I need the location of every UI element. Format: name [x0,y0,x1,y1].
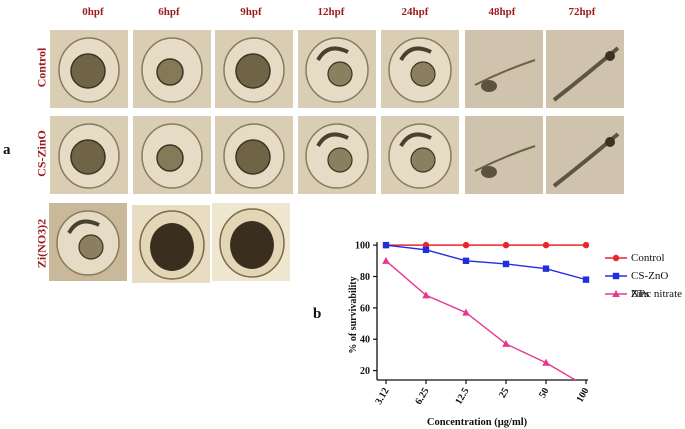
embryo-image [50,116,128,194]
legend-marker [605,272,627,280]
x-tick-label: 100 [575,386,592,404]
embryo-image [212,203,290,281]
embryo-image [381,116,459,194]
data-point [462,308,470,316]
legend-item: Control [605,249,685,267]
row-label-zinc-nitrate: Zi(NO3)2 [34,218,49,269]
time-label-9hpf: 9hpf [240,6,262,18]
embryo-image [50,30,128,108]
legend-label: Zinc nitrate [631,288,683,300]
x-tick-label: 12.5 [453,386,471,407]
panel-a-letter: a [3,142,11,158]
embryo-image [298,30,376,108]
x-tick-label: 50 [537,386,552,400]
legend-marker [605,254,627,262]
embryo-image [465,116,543,194]
survivability-chart: 20 40 60 80 100 3.12 6.25 12.5 25 50 100 % of surv… [348,241,592,428]
row-label-control: Control [34,47,49,88]
embryo-image [132,205,210,283]
embryo-image [49,203,127,281]
time-label-72hpf: 72hpf [568,6,596,18]
time-label-24hpf: 24hpf [401,6,429,18]
embryo-image [381,30,459,108]
panel-b-letter: b [313,306,322,322]
y-tick-label: 80 [360,272,370,283]
y-tick-label: 60 [360,303,370,314]
row-label-cs-zino: CS-ZinO [34,130,49,177]
embryo-image [215,116,293,194]
x-tick-label: 3.12 [373,386,391,407]
time-label-12hpf: 12hpf [317,6,345,18]
legend-item: Zinc nitrate [605,285,685,303]
time-label-0hpf: 0hpf [82,6,104,18]
data-point [542,241,550,249]
y-tick-label: 100 [355,241,370,252]
embryo-image [215,30,293,108]
data-point [582,241,590,249]
time-label-6hpf: 6hpf [158,6,180,18]
data-point [382,241,390,249]
data-point [462,257,470,265]
y-axis-label: % of survivability [348,276,359,353]
embryo-image [298,116,376,194]
embryo-image [546,116,624,194]
legend-label: Control [631,252,665,264]
embryo-image [133,116,211,194]
data-point [582,276,590,283]
data-point [502,260,510,268]
series-line-1 [385,244,587,281]
x-axis-label: Concentration (µg/ml) [427,417,528,428]
embryo-image [133,30,211,108]
data-point [382,256,390,264]
data-point [542,265,550,272]
data-point [542,358,550,366]
data-point [422,291,430,299]
y-tick-label: 20 [360,366,370,377]
chart-legend: Control CS-ZnO NPs Zinc nitrate [605,249,685,303]
embryo-image [465,30,543,108]
data-point [502,339,510,347]
y-tick-label: 40 [360,335,370,346]
time-label-48hpf: 48hpf [488,6,516,18]
series-line-2 [385,260,577,380]
x-tick-label: 25 [497,386,512,400]
embryo-image [546,30,624,108]
legend-marker [605,290,627,297]
legend-item: CS-ZnO NPs [605,267,685,300]
data-point [502,241,510,249]
x-tick-label: 6.25 [413,386,431,407]
legend-label: CS-ZnO NPs [631,270,669,300]
data-point [462,241,470,249]
data-point [422,246,430,254]
